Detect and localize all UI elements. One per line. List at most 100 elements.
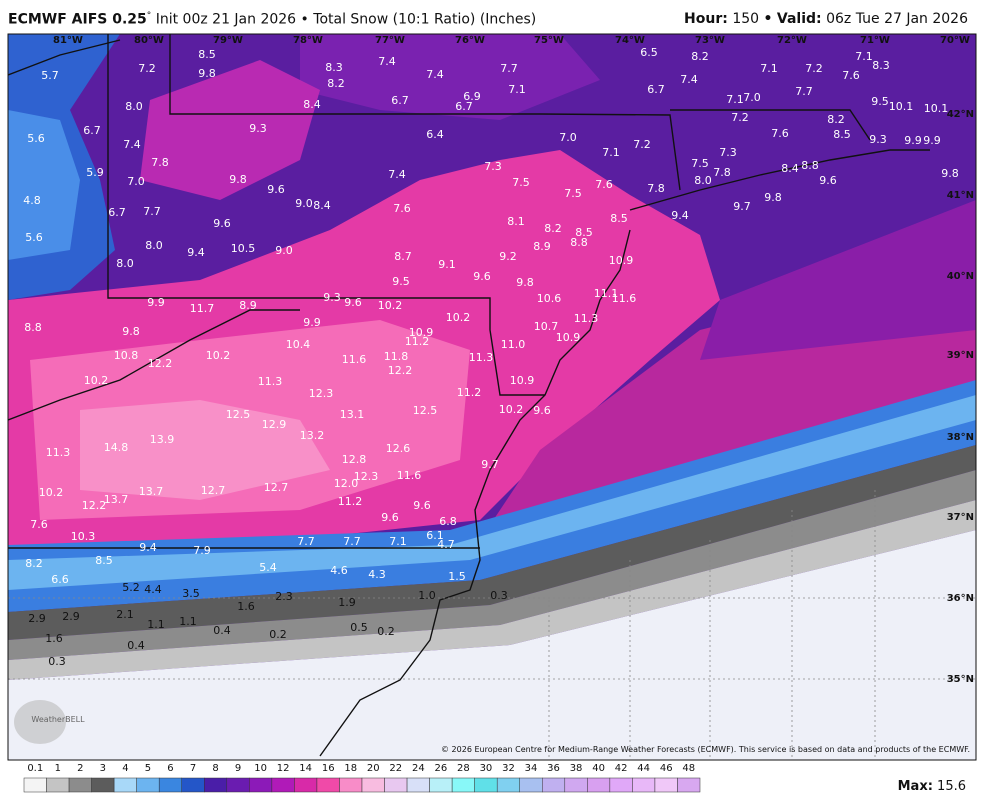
snow-amount: 8.0 [694,174,712,187]
snow-amount: 8.3 [325,61,343,74]
snow-amount: 11.2 [457,386,482,399]
border [169,34,681,191]
snow-amount: 9.9 [904,134,922,147]
snow-amount: 10.2 [446,311,471,324]
separator: • [763,11,773,27]
title: ECMWF AIFS 0.25 [8,11,147,28]
snow-amount: 4.4 [144,583,162,596]
snow-amount: 8.5 [95,554,113,567]
snow-amount: 8.8 [801,159,819,172]
snow-amount: 10.6 [537,292,562,305]
field-lightest-pink [80,400,330,500]
snow-amount: 2.1 [116,608,134,621]
snow-amount: 12.9 [262,418,287,431]
legend-label: 46 [660,763,673,774]
snow-amount: 13.7 [139,485,164,498]
legend-label: 18 [344,763,357,774]
snow-amount: 6.6 [51,573,69,586]
snow-amount: 7.2 [138,62,156,75]
snow-amount: 10.9 [510,374,535,387]
legend-swatch [271,777,295,793]
snow-amount: 5.7 [41,69,59,82]
init: Init 00z 21 Jan 2026 [155,11,297,28]
snow-amount: 7.0 [127,175,145,188]
snow-amount: 8.0 [145,239,163,252]
legend-label: 40 [592,763,605,774]
border [107,34,545,396]
snow-amount: 8.3 [872,59,890,72]
snow-amount: 7.6 [30,518,48,531]
snow-amount: 7.6 [771,127,789,140]
map-frame [7,33,977,761]
snow-amount: 9.6 [533,404,551,417]
degree: ° [146,11,152,21]
snow-amount: 7.7 [500,62,518,75]
longitude-label: 80°W [134,35,164,46]
snow-amount: 13.7 [104,493,129,506]
border [670,109,871,141]
legend-swatch [113,777,137,793]
snow-amount: 7.1 [726,93,744,106]
snow-amount: 0.2 [269,628,287,641]
snow-amount: 12.5 [226,408,251,421]
snow-amount: 9.6 [473,270,491,283]
snow-amount: 12.2 [82,499,107,512]
snow-amount: 12.6 [386,442,411,455]
snow-amount: 9.1 [438,258,456,271]
legend-label: 36 [547,763,560,774]
legend-swatch [429,777,453,793]
field-magenta [140,60,320,200]
legend-swatch [542,777,566,793]
max-label: Max: [897,779,933,794]
snow-amount: 9.7 [733,200,751,213]
snow-amount: 2.9 [62,610,80,623]
legend-label: 9 [235,763,241,774]
snow-amount: 7.4 [426,68,444,81]
legend-label: 8 [212,763,218,774]
snow-amount: 0.2 [377,625,395,638]
longitude-label: 78°W [293,35,323,46]
snow-amount: 12.3 [354,470,379,483]
snow-amount: 6.1 [426,529,444,542]
snow-amount: 6.7 [391,94,409,107]
snow-amount: 7.1 [602,146,620,159]
snow-amount: 0.5 [350,621,368,634]
legend-swatch [226,777,250,793]
legend-label: 7 [190,763,196,774]
snow-amount: 12.2 [388,364,413,377]
snow-amount: 6.7 [83,124,101,137]
legend-swatch [294,777,318,793]
snow-amount: 9.3 [869,133,887,146]
snow-amount: 6.8 [439,515,457,528]
snow-amount: 9.6 [267,183,285,196]
snow-amount: 7.1 [389,535,407,548]
longitude-label: 79°W [213,35,243,46]
snow-amount: 10.9 [556,331,581,344]
legend-swatch [136,777,160,793]
snow-amount: 8.2 [827,113,845,126]
latitude-label: 38°N [947,432,974,443]
snow-amount: 6.7 [455,100,473,113]
snow-amount: 7.0 [743,91,761,104]
snow-amount: 7.4 [378,55,396,68]
snow-amount: 3.5 [182,587,200,600]
longitude-label: 81°W [53,35,83,46]
snow-amount: 4.7 [437,538,455,551]
max: Max: 15.6 [898,779,966,794]
snow-amount: 9.6 [381,511,399,524]
separator: • [300,11,309,28]
legend-label: 28 [457,763,470,774]
longitude-label: 75°W [534,35,564,46]
snow-amount: 8.5 [610,212,628,225]
legend-label: 1 [55,763,61,774]
legend-swatch [451,777,475,793]
legend-swatch [474,777,498,793]
snow-amount: 13.2 [300,429,325,442]
snow-amount: 5.6 [27,132,45,145]
latitude-label: 35°N [947,674,974,685]
snow-amount: 8.2 [691,50,709,63]
snow-amount: 10.9 [609,254,634,267]
field-dark-gray [8,445,976,640]
legend-label: 26 [434,763,447,774]
